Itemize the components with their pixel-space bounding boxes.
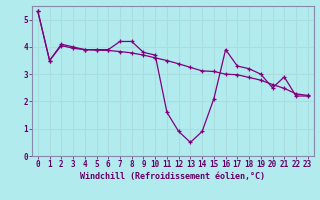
X-axis label: Windchill (Refroidissement éolien,°C): Windchill (Refroidissement éolien,°C) xyxy=(80,172,265,181)
